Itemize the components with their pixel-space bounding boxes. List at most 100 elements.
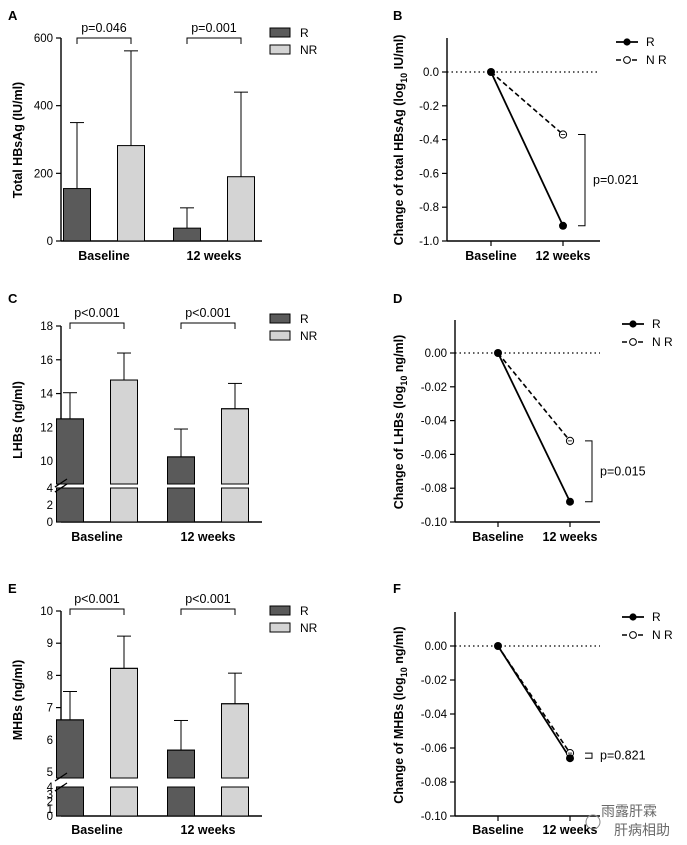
y-axis-title: LHBs (ng/ml) xyxy=(11,381,25,459)
x-category-label: 12 weeks xyxy=(181,530,236,544)
y-title-end: ng/ml) xyxy=(392,335,406,376)
legend-swatch-nr xyxy=(269,44,291,55)
panel-letter-b: B xyxy=(393,8,402,23)
bar-lower-nr xyxy=(221,487,249,523)
y-tick-label: 12 xyxy=(40,422,53,434)
data-point-r xyxy=(494,349,502,357)
y-tick-label: 2 xyxy=(47,797,53,809)
x-category-label: Baseline xyxy=(465,249,516,263)
bar-lower-nr xyxy=(110,786,138,817)
data-point-r xyxy=(566,754,574,763)
y-tick-label: 18 xyxy=(40,321,53,333)
bar-nr xyxy=(110,379,138,485)
legend-marker-nr xyxy=(629,631,637,639)
y-tick-label: 0.0 xyxy=(423,67,439,79)
bar-nr xyxy=(221,703,249,779)
y-tick-label: -0.08 xyxy=(421,483,447,495)
axis-break-gap xyxy=(53,485,262,486)
bar-nr xyxy=(117,145,145,242)
bar-outline xyxy=(167,456,195,484)
significance-bracket xyxy=(69,322,125,329)
y-title-subscript: 10 xyxy=(399,73,409,83)
y-tick-label: 6 xyxy=(47,735,53,747)
y-tick-label: -0.06 xyxy=(421,743,447,755)
legend-label-nr: NR xyxy=(300,43,318,57)
p-value-label: p=0.821 xyxy=(600,749,646,763)
bar-nr xyxy=(227,176,255,242)
y-axis-title: Change of total HBsAg (log10 IU/ml) xyxy=(392,35,409,246)
series-line-nr xyxy=(497,645,571,754)
legend-label-r: R xyxy=(652,317,661,331)
significance-bracket xyxy=(585,440,593,503)
legend-swatch-nr xyxy=(269,622,291,633)
legend-label-r: R xyxy=(300,312,309,326)
bar-lower-nr xyxy=(221,786,249,817)
y-title-main: Change of MHBs (log xyxy=(392,677,406,803)
x-category-label: 12 weeks xyxy=(536,249,591,263)
p-value-label: p<0.001 xyxy=(185,592,231,606)
y-tick-label: -0.02 xyxy=(421,675,447,687)
axis-break-gap xyxy=(53,779,262,785)
y-tick-label: 3 xyxy=(47,789,53,801)
y-tick-label: -0.04 xyxy=(421,416,448,428)
bar-nr xyxy=(110,667,138,779)
y-title-subscript: 10 xyxy=(399,667,409,677)
y-title-main: Change of LHBs (log xyxy=(392,386,406,510)
y-tick-label: 7 xyxy=(47,703,53,715)
data-point-r xyxy=(566,497,574,506)
x-category-label: 12 weeks xyxy=(543,530,598,544)
panel-letter-f: F xyxy=(393,581,401,596)
significance-bracket xyxy=(76,37,132,44)
axis-break-mark xyxy=(54,478,68,488)
y-title-end: IU/ml) xyxy=(392,35,406,73)
bar-lower-r xyxy=(167,487,195,523)
legend-marker-r xyxy=(629,613,637,621)
watermark-line2: 肝病相助 xyxy=(614,823,670,839)
bar-nr xyxy=(221,408,249,485)
y-axis-title: Change of LHBs (log10 ng/ml) xyxy=(392,335,409,510)
y-tick-label: 10 xyxy=(40,606,53,618)
p-value-label: p=0.015 xyxy=(600,464,646,478)
y-tick-label: -0.06 xyxy=(421,449,447,461)
significance-bracket xyxy=(578,134,586,227)
bar-outline xyxy=(221,408,249,484)
x-category-label: Baseline xyxy=(71,530,122,544)
y-tick-label: -0.6 xyxy=(419,168,439,180)
legend-label-r: R xyxy=(300,26,309,40)
y-tick-label: 1 xyxy=(47,804,53,816)
bar-outline xyxy=(56,418,84,484)
y-tick-label: 200 xyxy=(34,168,53,180)
y-tick-label: -0.10 xyxy=(421,517,447,529)
series-line-r xyxy=(490,71,564,227)
watermark-line1: 雨露肝霖 xyxy=(601,804,657,820)
x-category-label: 12 weeks xyxy=(187,249,242,263)
y-tick-label: 5 xyxy=(47,767,53,779)
bar-lower-r xyxy=(56,487,84,523)
axis-break-mark xyxy=(54,782,68,792)
x-category-label: Baseline xyxy=(472,530,523,544)
x-category-label: 12 weeks xyxy=(181,823,236,837)
legend-marker-nr xyxy=(623,56,631,64)
p-value-label: p=0.001 xyxy=(191,21,237,35)
x-category-label: 12 weeks xyxy=(543,823,598,837)
panel-letter-a: A xyxy=(8,8,18,23)
y-tick-label: 2 xyxy=(47,500,53,512)
legend-label-nr: N R xyxy=(646,53,667,67)
series-line-nr xyxy=(490,71,564,136)
legend-marker-nr xyxy=(629,338,637,346)
axis-break-mark xyxy=(54,772,68,782)
panel-letter-e: E xyxy=(8,581,17,596)
bar-r xyxy=(56,719,84,779)
significance-bracket xyxy=(180,608,236,615)
bar-r xyxy=(167,749,195,779)
series-line-nr xyxy=(497,352,571,442)
y-axis-title: Total HBsAg (IU/ml) xyxy=(11,82,25,198)
data-point-r xyxy=(494,642,502,650)
significance-bracket xyxy=(69,608,125,615)
y-tick-label: -1.0 xyxy=(419,236,439,248)
legend-label-r: R xyxy=(300,604,309,618)
legend-label-nr: NR xyxy=(300,621,318,635)
p-value-label: p<0.001 xyxy=(74,592,120,606)
y-axis-title: Change of MHBs (log10 ng/ml) xyxy=(392,626,409,803)
